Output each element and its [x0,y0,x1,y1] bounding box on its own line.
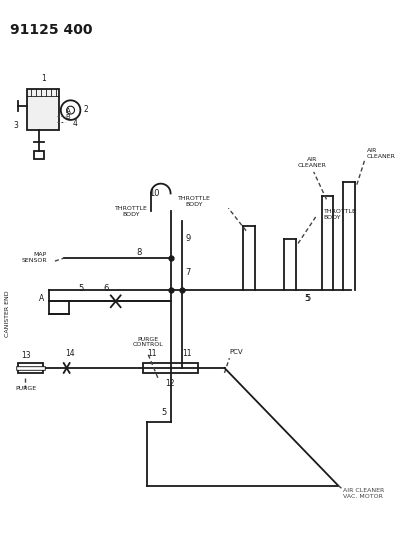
Text: MAP
SENSOR: MAP SENSOR [22,252,47,263]
Text: PURGE: PURGE [16,385,37,391]
Text: 1: 1 [41,74,46,83]
Bar [34,151,44,159]
Text: A: A [66,108,70,114]
Text: THROTTLE
BODY: THROTTLE BODY [115,206,148,217]
Text: 4: 4 [72,119,78,128]
Text: 12: 12 [166,378,175,387]
Text: AIR
CLEANER: AIR CLEANER [367,148,396,159]
Text: 11: 11 [147,349,156,358]
Text: 14: 14 [65,349,74,358]
Text: 10: 10 [149,189,160,198]
Text: AIR
CLEANER: AIR CLEANER [297,157,326,168]
Text: 5: 5 [306,294,311,303]
Text: 5: 5 [78,285,84,294]
Text: THROTTLE
BODY: THROTTLE BODY [324,209,356,220]
Text: 13: 13 [22,351,31,360]
Text: 5: 5 [304,294,309,303]
Text: PURGE
CONTROL: PURGE CONTROL [133,337,164,348]
Text: 2: 2 [83,105,88,114]
Bar [18,363,43,373]
Text: A: A [39,294,44,303]
Bar [143,363,198,373]
Text: 6: 6 [103,285,108,294]
Text: 9: 9 [185,233,190,243]
Text: 3: 3 [14,121,19,130]
Text: 7: 7 [185,268,191,277]
Bar [28,88,59,130]
Text: THROTTLE
BODY: THROTTLE BODY [178,196,210,207]
Text: 5: 5 [162,408,167,417]
Text: B: B [66,114,70,120]
Text: CANISTER END: CANISTER END [5,290,10,337]
Text: 11: 11 [182,349,192,358]
Text: AIR CLEANER
VAC. MOTOR: AIR CLEANER VAC. MOTOR [343,488,384,499]
Text: 8: 8 [136,248,142,257]
Text: PCV: PCV [230,349,243,355]
Text: 91125 400: 91125 400 [10,23,92,37]
